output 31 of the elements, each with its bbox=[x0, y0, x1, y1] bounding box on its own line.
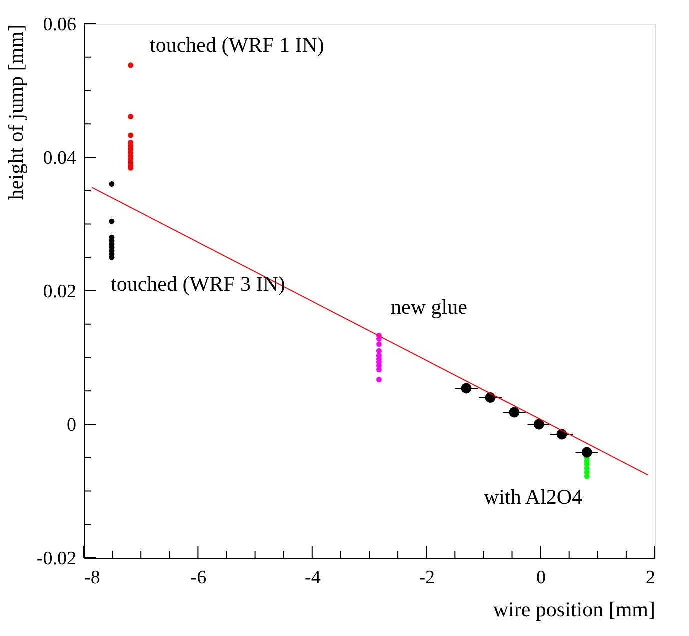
point bbox=[109, 218, 115, 224]
point bbox=[376, 348, 382, 354]
annotation: with Al2O4 bbox=[484, 485, 584, 509]
annotation: touched (WRF 3 IN) bbox=[111, 272, 286, 296]
y-axis-title: height of jump [mm] bbox=[4, 24, 28, 200]
annotation: new glue bbox=[391, 295, 468, 319]
x-axis-title: wire position [mm] bbox=[493, 598, 656, 622]
y-tick-label: 0.06 bbox=[43, 14, 76, 36]
point bbox=[376, 377, 382, 383]
x-tick-label: -2 bbox=[419, 568, 436, 588]
point bbox=[461, 383, 472, 394]
point bbox=[485, 392, 496, 404]
point bbox=[376, 342, 382, 348]
y-tick-label: -0.02 bbox=[36, 548, 76, 570]
x-tick-label: -4 bbox=[304, 568, 322, 588]
x-tick-label: 0 bbox=[536, 568, 546, 588]
y-tick-label: 0 bbox=[67, 415, 76, 436]
point bbox=[109, 181, 115, 187]
x-tick-label: -6 bbox=[190, 568, 207, 588]
point bbox=[128, 114, 134, 120]
x-tick-label: -8 bbox=[84, 568, 100, 588]
point bbox=[128, 62, 134, 68]
point bbox=[534, 419, 544, 430]
y-tick-label: 0.02 bbox=[43, 282, 76, 302]
point bbox=[128, 132, 134, 138]
x-tick-label: 2 bbox=[646, 568, 656, 588]
point bbox=[509, 407, 520, 418]
annotation: touched (WRF 1 IN) bbox=[150, 33, 324, 57]
point bbox=[582, 447, 592, 458]
y-tick-label: 0.04 bbox=[43, 148, 77, 169]
point bbox=[376, 367, 382, 372]
